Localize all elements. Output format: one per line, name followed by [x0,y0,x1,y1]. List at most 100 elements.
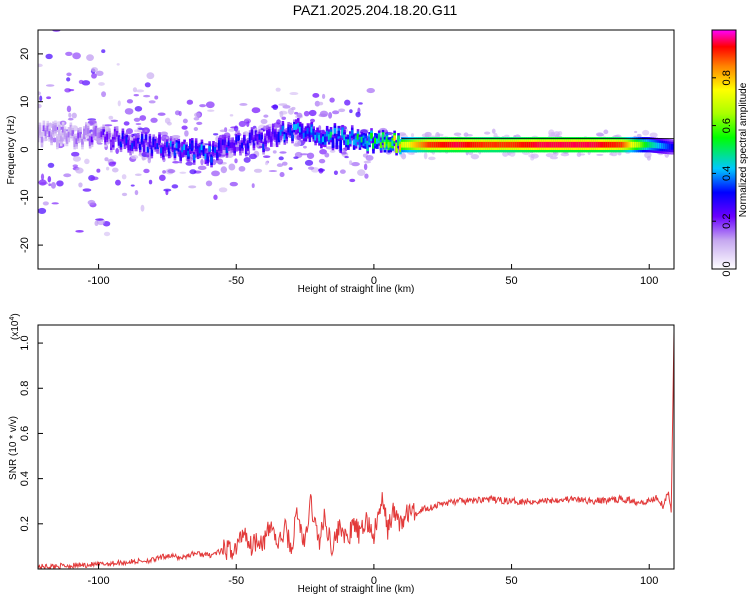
x-tick-label: 100 [640,275,658,287]
spectrogram-speckle [238,165,246,172]
spectrogram-ridge-cell [482,141,485,148]
spectrogram-ridge-cell [670,144,674,150]
spectrogram-ridge-cell [497,141,501,148]
spectrogram-ridge-cell [138,144,142,150]
spectrogram-ridge-cell [341,129,344,136]
spectrogram-speckle [318,101,324,106]
spectrogram-ridge-cell [528,141,531,148]
spectrogram-ridge-cell [106,133,109,140]
spectrogram-speckle [324,152,330,158]
spectrogram-speckle [220,166,228,174]
spectrogram-ridge-cell [270,136,273,143]
spectrogram-ridge-cell [588,141,591,148]
spectrogram-speckle [66,77,71,82]
spectrogram-speckle [363,160,372,164]
spectrogram-speckle [649,132,658,138]
spectrogram-speckle [162,170,167,174]
snr-series-line [38,331,674,569]
spectrogram-speckle [410,133,415,138]
y-tick-label: 1.0 [19,335,31,350]
spectrogram-ridge-cell [131,143,134,149]
spectrogram-ridge-cell [485,141,489,148]
spectrogram-ridge-cell [196,148,200,155]
spectrogram-speckle [45,84,55,87]
spectrogram-ridge-cell [487,141,491,148]
spectrogram-speckle [545,153,554,158]
spectrogram-ridge-cell [347,139,350,146]
spectrogram-ridge-cell [508,141,512,148]
colorbar-frame [711,29,737,270]
spectrogram-ridge-cell [593,141,597,148]
spectrogram-speckle [111,167,119,173]
spectrogram-ridge-cell [439,141,443,148]
spectrogram-speckle [293,142,301,147]
colorbar-ticks: 0.0 0.2 0.4 0.6 0.8 [712,70,733,277]
spectrogram-speckle [144,82,151,88]
spectrogram-ridge-cell [472,141,475,148]
spectrogram-ridge-cell [164,145,167,151]
spectrogram-ridge-cell [543,141,547,148]
spectrogram-speckle [135,122,142,126]
spectrogram-ridge-cell [458,141,462,148]
spectrogram-ridge-cell [268,131,271,138]
spectrogram-ridge-cell [576,141,580,148]
spectrogram-ridge-cell [331,139,335,146]
spectrogram-ridge-cell [530,141,533,148]
spectrogram-ridge-cell [665,143,668,150]
spectrogram-speckle [349,178,356,183]
spectrogram-ridge-cell [187,150,190,157]
spectrogram-speckle [502,151,509,157]
spectrogram-ridge-cell [447,141,450,148]
spectrogram-speckle [279,151,287,154]
spectrogram-ridge-cell [198,147,202,154]
spectrogram-speckle [116,63,120,66]
spectrogram-ridge-cell [453,141,456,148]
spectrogram-speckle [296,112,303,118]
spectrogram-ridge-cell [133,140,136,147]
spectrogram-speckle [193,117,200,121]
spectrogram-ridge-cell [493,141,497,148]
spectrogram-ridge-cell [231,142,235,148]
spectrogram-ridge-cell [505,141,508,148]
spectrogram-speckle [185,161,194,166]
spectrogram-speckle [553,131,561,137]
spectrogram-ridge-cell [613,141,616,148]
spectrogram-ridge-cell [96,132,100,139]
spectrogram-speckle [276,163,284,168]
spectrogram-ridge-cell [663,143,666,150]
spectrogram-speckle [143,94,151,98]
spectrogram-ridge-cell [468,141,472,148]
spectrogram-ridge-cell [327,134,331,140]
spectrogram-ridge-cell [584,141,587,148]
spectrogram-ridge-cell [428,141,431,148]
spectrogram-ridge-cell [71,130,75,136]
spectrogram-speckle [72,156,82,162]
spectrogram-ridge-cell [160,147,163,154]
spectrogram-ridge-cell [381,134,385,141]
spectrogram-speckle [349,109,353,114]
spectrogram-ridge-cell [501,141,504,148]
y-tick-label: -20 [19,237,31,253]
spectrogram-speckle [167,121,172,126]
spectrogram-ridge-cell [323,136,327,143]
spectrogram-ridge-cell [183,144,186,151]
snr-y-ticks: 0.2 0.4 0.6 0.8 1.0 [19,335,43,531]
spectrogram-ridge-cell [345,139,348,145]
spectrogram-speckle [154,95,159,100]
spectrogram-speckle [228,128,235,132]
spectrogram-speckle [134,105,143,112]
spectrogram-ridge-cell [478,141,481,148]
spectrogram-speckle [48,183,52,187]
spectrogram-ridge-cell [119,141,123,148]
spectrogram-ridge-cell [636,141,639,148]
spectrogram-ridge-cell [470,141,474,148]
spectrogram-ridge-cell [185,146,188,153]
spectrogram-ridge-cell [645,141,649,148]
spectrogram-ridge-cell [597,141,601,148]
spectrogram-ridge-cell [522,141,526,148]
spectrogram-ridge-cell [210,156,213,163]
spectrogram-ridge-cell [146,146,150,153]
spectrogram-ridge-cell [595,141,599,148]
spectrogram-speckle [165,189,169,196]
